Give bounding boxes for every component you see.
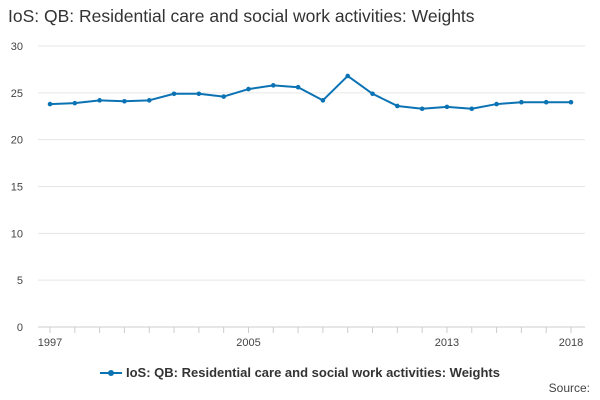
data-point[interactable] xyxy=(72,100,78,106)
data-point[interactable] xyxy=(444,104,450,110)
data-point[interactable] xyxy=(47,101,53,107)
data-point[interactable] xyxy=(568,99,574,105)
y-tick-label: 5 xyxy=(17,275,23,287)
data-point[interactable] xyxy=(270,83,276,88)
data-point[interactable] xyxy=(97,98,102,103)
data-point[interactable] xyxy=(320,98,326,103)
legend-item[interactable]: IoS: QB: Residential care and social wor… xyxy=(100,365,500,380)
legend: IoS: QB: Residential care and social wor… xyxy=(0,365,600,381)
source-label: Source: xyxy=(548,381,590,395)
x-tick-label: 1997 xyxy=(38,337,62,349)
legend-label: IoS: QB: Residential care and social wor… xyxy=(126,365,500,380)
data-point[interactable] xyxy=(146,98,152,103)
data-point[interactable] xyxy=(171,91,177,97)
y-tick-label: 0 xyxy=(17,322,23,334)
data-point[interactable] xyxy=(370,91,375,97)
data-point[interactable] xyxy=(122,98,127,104)
series-line-group xyxy=(47,73,574,112)
y-gridlines xyxy=(38,45,585,328)
data-point[interactable] xyxy=(345,73,351,79)
data-point[interactable] xyxy=(494,101,499,107)
y-tick-label: 20 xyxy=(11,135,23,147)
data-point[interactable] xyxy=(419,106,425,112)
data-point[interactable] xyxy=(519,99,524,105)
x-tick-label: 2013 xyxy=(435,337,459,349)
data-point[interactable] xyxy=(543,99,549,105)
y-tick-label: 10 xyxy=(11,228,23,240)
y-axis-labels: 0 5 10 15 20 25 30 xyxy=(11,41,23,334)
data-point[interactable] xyxy=(246,86,251,92)
y-tick-label: 25 xyxy=(11,88,23,100)
data-point[interactable] xyxy=(196,91,202,97)
series-line xyxy=(49,74,571,110)
data-point[interactable] xyxy=(295,84,301,90)
data-point[interactable] xyxy=(221,94,226,99)
y-tick-label: 30 xyxy=(11,41,23,53)
legend-line-marker-icon xyxy=(100,368,122,378)
data-point[interactable] xyxy=(395,103,400,109)
chart-title: IoS: QB: Residential care and social wor… xyxy=(8,6,475,26)
x-tick-label: 2018 xyxy=(559,337,583,349)
data-point[interactable] xyxy=(469,106,475,112)
x-axis: 1997 2005 2013 2018 xyxy=(38,327,583,349)
y-tick-label: 15 xyxy=(11,182,23,194)
x-tick-label: 2005 xyxy=(236,337,260,349)
